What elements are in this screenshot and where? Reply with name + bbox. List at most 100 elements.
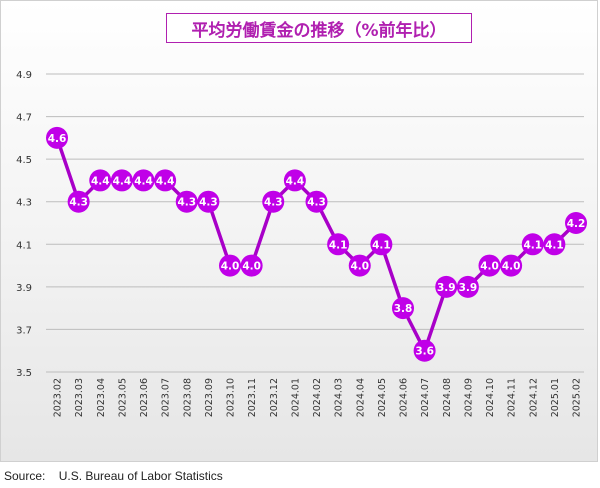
data-label: 4.0 — [350, 261, 369, 273]
data-point: 3.6 — [413, 339, 436, 362]
x-tick-label: 2024.07 — [420, 378, 431, 417]
data-point: 4.0 — [348, 254, 371, 277]
data-point: 4.3 — [67, 190, 90, 213]
data-point: 4.0 — [219, 254, 241, 277]
data-point-marker — [348, 254, 371, 277]
x-tick-label: 2023.04 — [96, 378, 107, 417]
data-label: 3.9 — [437, 282, 456, 294]
data-label: 4.4 — [286, 175, 305, 187]
source-text: U.S. Bureau of Labor Statistics — [58, 469, 223, 483]
data-point-marker — [89, 169, 112, 192]
data-point: 4.4 — [154, 169, 177, 192]
data-point-marker — [413, 339, 436, 362]
data-label: 3.9 — [459, 282, 478, 294]
data-point-marker — [197, 190, 220, 213]
data-label: 4.3 — [264, 197, 283, 209]
data-point-marker — [370, 233, 393, 256]
data-point: 4.3 — [305, 190, 328, 213]
chart-title: 平均労働賃金の推移（%前年比） — [166, 13, 472, 43]
data-point-marker — [219, 254, 241, 277]
data-point: 4.2 — [565, 212, 587, 234]
data-label: 4.4 — [113, 175, 132, 187]
y-tick-label: 4.9 — [16, 70, 32, 81]
data-label: 4.3 — [307, 197, 326, 209]
x-tick-label: 2024.03 — [334, 378, 345, 417]
data-point: 4.0 — [240, 254, 263, 277]
data-point-marker — [283, 169, 306, 192]
x-tick-label: 2024.08 — [442, 378, 453, 417]
data-point: 4.0 — [478, 254, 501, 277]
data-point-marker — [175, 190, 198, 213]
x-tick-label: 2024.12 — [528, 378, 539, 417]
x-tick-label: 2023.09 — [204, 378, 215, 417]
y-tick-label: 3.5 — [16, 368, 32, 379]
data-label: 4.1 — [523, 239, 542, 251]
y-tick-label: 4.7 — [16, 113, 32, 124]
data-label: 4.1 — [545, 239, 564, 251]
data-point: 4.4 — [132, 169, 155, 192]
data-point: 4.3 — [197, 190, 220, 213]
data-points: 4.64.34.4 4.4 4.4 4.44.3 4.34.0 4.04.34.44.34… — [46, 126, 587, 362]
y-tick-label: 4.1 — [16, 240, 32, 251]
data-point: 4.4 — [283, 169, 306, 192]
x-tick-label: 2023.06 — [139, 378, 150, 417]
x-tick-label: 2023.12 — [269, 378, 280, 417]
data-label: 4.0 — [502, 261, 521, 273]
data-point-marker — [543, 233, 566, 256]
x-tick-label: 2024.10 — [485, 378, 496, 417]
x-tick-label: 2023.07 — [161, 378, 172, 417]
data-point-marker — [521, 233, 544, 256]
data-label: 4.6 — [48, 133, 67, 145]
x-tick-label: 2024.05 — [377, 378, 388, 417]
x-tick-label: 2023.05 — [117, 378, 128, 417]
data-point-marker — [154, 169, 177, 192]
data-point-marker — [46, 126, 68, 149]
data-label: 4.3 — [199, 197, 218, 209]
data-label: 3.8 — [394, 303, 413, 315]
data-point: 4.1 — [543, 233, 566, 256]
x-tick-label: 2023.11 — [247, 378, 258, 417]
data-point-marker — [240, 254, 263, 277]
data-point: 4.0 — [500, 254, 523, 277]
data-point-marker — [67, 190, 90, 213]
data-label: 4.3 — [177, 197, 196, 209]
data-point: 4.6 — [46, 126, 68, 149]
data-point: 4.4 — [89, 169, 112, 192]
y-tick-label: 4.3 — [16, 198, 32, 209]
data-point: 3.8 — [392, 297, 414, 320]
x-tick-label: 2024.04 — [355, 378, 366, 417]
source-label: Source: — [4, 469, 46, 483]
data-point: 4.3 — [175, 190, 198, 213]
data-point-marker — [478, 254, 501, 277]
data-label: 4.0 — [221, 261, 240, 273]
data-point: 4.1 — [327, 233, 350, 256]
data-label: 3.6 — [415, 346, 434, 358]
data-label: 4.4 — [134, 175, 153, 187]
chart-area — [0, 0, 598, 462]
x-tick-label: 2023.08 — [182, 378, 193, 417]
data-point-marker — [327, 233, 350, 256]
data-label: 4.3 — [69, 197, 88, 209]
y-axis-ticks: 3.5 3.7 3.9 4.1 4.3 4.5 4.7 4.9 — [16, 70, 32, 379]
x-tick-label: 2024.11 — [507, 378, 518, 417]
data-point-marker — [132, 169, 155, 192]
data-point: 4.4 — [110, 169, 133, 192]
data-label: 4.2 — [567, 218, 586, 230]
data-label: 4.4 — [91, 175, 110, 187]
y-tick-label: 3.9 — [16, 283, 32, 294]
data-point-marker — [500, 254, 523, 277]
data-point: 4.1 — [521, 233, 544, 256]
x-tick-label: 2023.10 — [226, 378, 237, 417]
x-tick-label: 2023.02 — [53, 378, 64, 417]
data-point: 4.1 — [370, 233, 393, 256]
y-tick-label: 3.7 — [16, 325, 32, 336]
data-point-marker — [305, 190, 328, 213]
data-label: 4.1 — [329, 239, 348, 251]
data-point: 4.3 — [262, 190, 285, 213]
gridlines — [46, 73, 584, 373]
x-tick-label: 2024.02 — [312, 378, 323, 417]
data-point: 3.9 — [435, 275, 458, 298]
data-point-marker — [262, 190, 285, 213]
y-tick-label: 4.5 — [16, 155, 32, 166]
